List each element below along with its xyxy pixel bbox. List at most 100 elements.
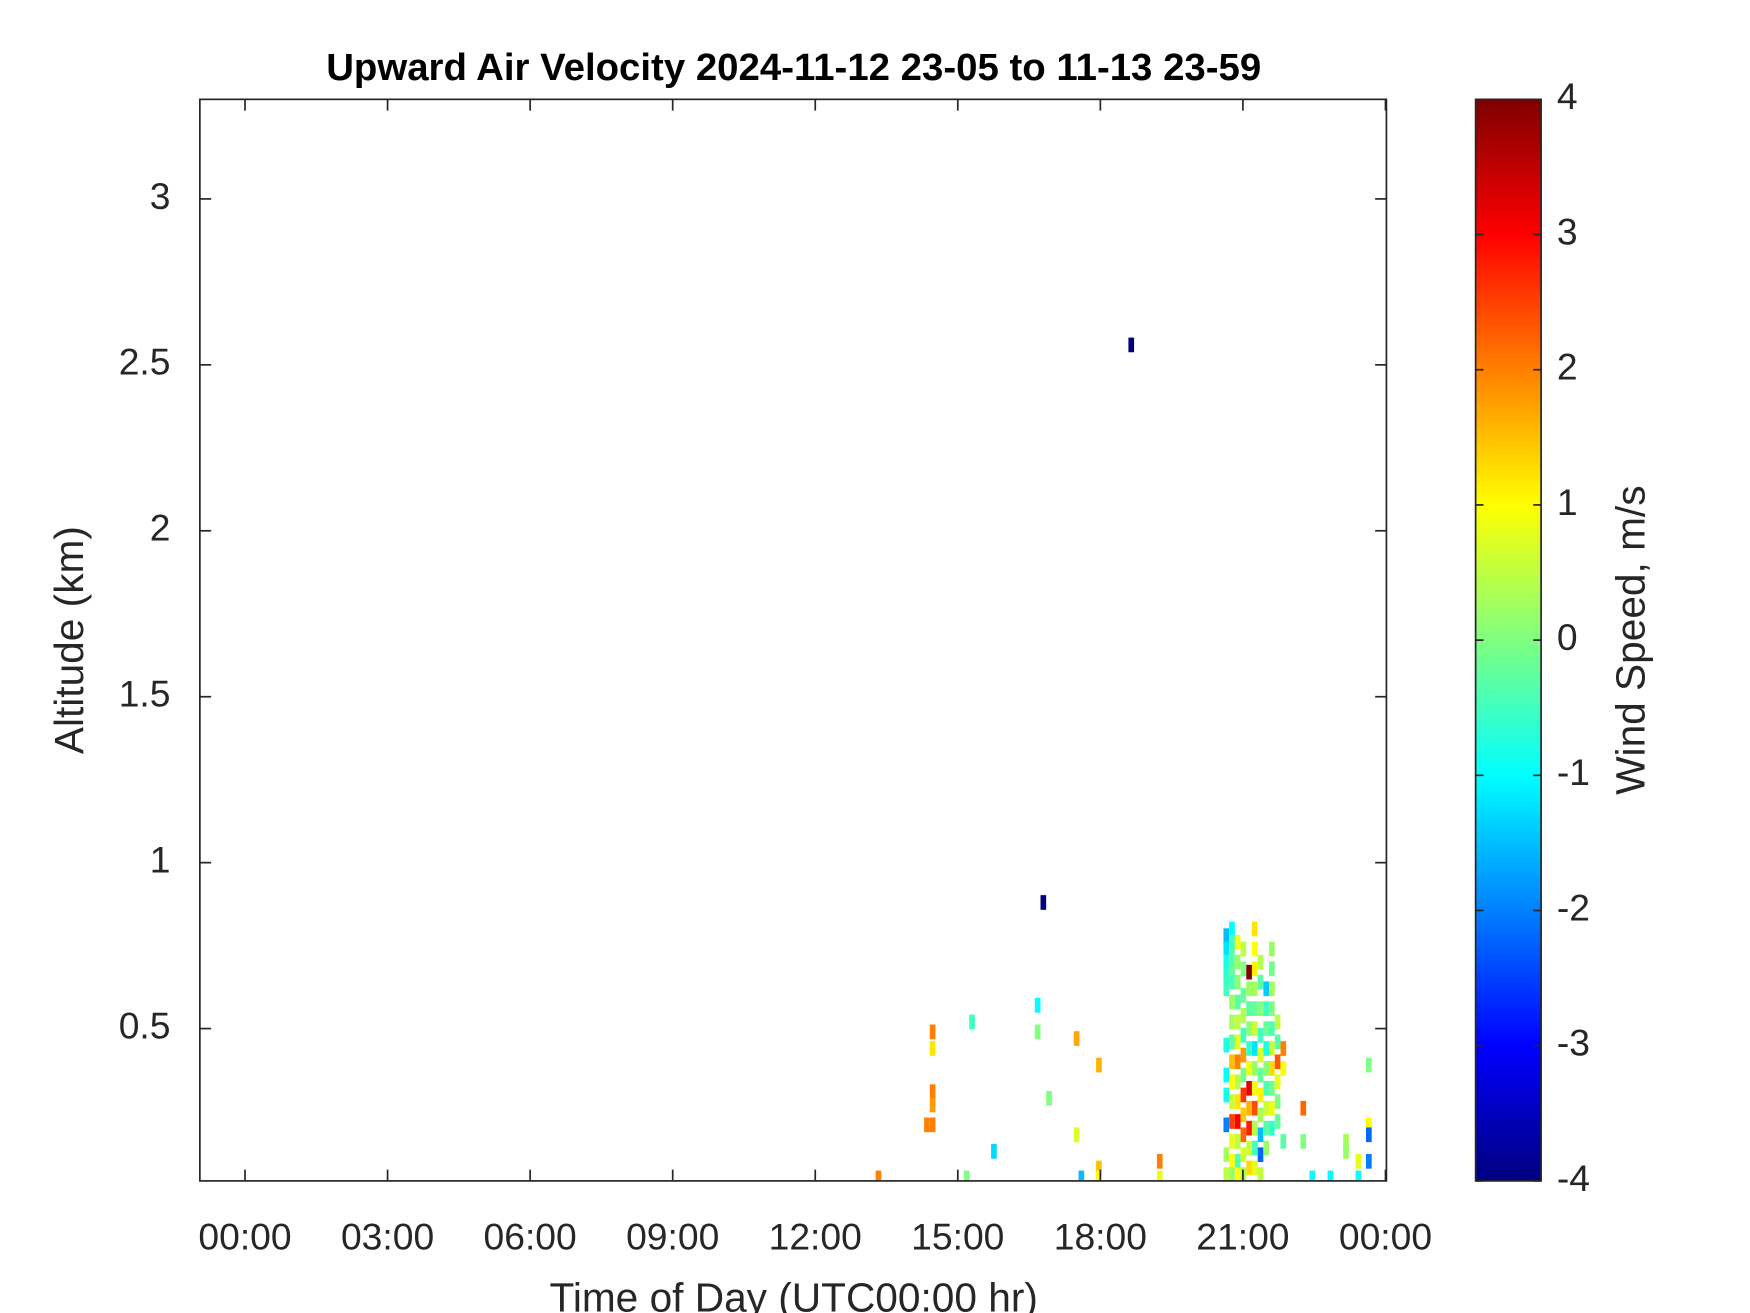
x-tick-label: 06:00 (484, 1215, 577, 1257)
cell (1234, 1014, 1241, 1030)
cell (1263, 1001, 1270, 1017)
cell (1269, 1061, 1275, 1076)
cell (1223, 1087, 1230, 1103)
cell (1234, 1054, 1241, 1070)
cell (1263, 1100, 1270, 1116)
cell (1251, 1080, 1258, 1096)
cell (1223, 1037, 1230, 1053)
x-tick-label: 12:00 (769, 1215, 862, 1257)
cell (1229, 961, 1235, 977)
cell (1046, 1090, 1052, 1106)
cell (1229, 1153, 1235, 1169)
cell (1040, 895, 1047, 910)
cell (1257, 1167, 1264, 1181)
cell (1229, 1167, 1235, 1181)
y-tick-label: 3 (150, 175, 171, 217)
x-tick-label: 15:00 (911, 1215, 1004, 1257)
cell (1251, 961, 1258, 977)
y-tick-label: 0.5 (119, 1004, 171, 1046)
cell (1229, 934, 1235, 950)
colorbar (1474, 98, 1542, 1182)
cell (1257, 1047, 1264, 1063)
cell (1269, 1021, 1275, 1036)
cell (1274, 1034, 1281, 1050)
heatmap-cells (875, 337, 1372, 1181)
cell (1257, 1087, 1264, 1103)
cell (1234, 994, 1241, 1010)
cell (1229, 1114, 1235, 1129)
cell (924, 1117, 930, 1133)
cell (1251, 1160, 1258, 1176)
colorbar-tick-label: -2 (1557, 886, 1590, 928)
cell (1229, 974, 1235, 990)
cell (1234, 1134, 1241, 1149)
cell (1263, 1021, 1270, 1036)
cell (1240, 1047, 1247, 1063)
cell (1251, 921, 1258, 937)
chart-title: Upward Air Velocity 2024-11-12 23-05 to … (326, 46, 1261, 89)
cell (1246, 964, 1252, 980)
cell (1257, 1027, 1264, 1043)
cell (1223, 1067, 1230, 1083)
cell (1274, 1074, 1281, 1090)
cell (1366, 1057, 1372, 1073)
x-tick-label: 09:00 (626, 1215, 719, 1257)
cell (1355, 1170, 1362, 1181)
cell (1229, 948, 1235, 963)
cell (1073, 1031, 1080, 1046)
cell (1240, 1067, 1247, 1083)
cell (1246, 1061, 1252, 1076)
cell (1257, 954, 1264, 970)
y-axis-label: Altitude (km) (46, 526, 92, 754)
cell (1096, 1160, 1102, 1176)
cell (1366, 1153, 1372, 1169)
cell (1263, 1041, 1270, 1056)
cell (1251, 1140, 1258, 1156)
cell (1229, 1074, 1235, 1090)
cell (1269, 1120, 1275, 1136)
cell (1223, 941, 1230, 957)
cell (1251, 1001, 1258, 1017)
cell (1034, 1024, 1041, 1040)
cell (1257, 1147, 1264, 1163)
cell (1073, 1127, 1080, 1143)
cell (929, 1117, 936, 1133)
cell (1096, 1057, 1102, 1073)
cell (964, 1170, 970, 1181)
plot-frame (199, 98, 1388, 1182)
cell (1240, 961, 1247, 977)
cell (1251, 981, 1258, 997)
cell (1240, 988, 1247, 1003)
cell (1263, 1140, 1270, 1156)
cell (1128, 337, 1135, 353)
cell (1156, 1153, 1163, 1169)
cell (1223, 1167, 1230, 1181)
cell (929, 1041, 936, 1056)
cell (1234, 1094, 1241, 1109)
cell (1229, 1094, 1235, 1109)
cell (1263, 1080, 1270, 1096)
cell (1251, 1120, 1258, 1136)
cell (1240, 1087, 1247, 1103)
cell (1229, 921, 1235, 937)
cell (1251, 1100, 1258, 1116)
cell (1366, 1117, 1372, 1133)
cell (1246, 1021, 1252, 1036)
cell (1263, 981, 1270, 997)
cell (1257, 1127, 1264, 1143)
x-tick-label: 21:00 (1196, 1215, 1289, 1257)
cell (1240, 1027, 1247, 1043)
cell (1274, 1054, 1281, 1070)
cell (1240, 1127, 1247, 1143)
cell (1234, 974, 1241, 990)
cell (1246, 1080, 1252, 1096)
cell (1246, 981, 1252, 997)
cell (1034, 998, 1041, 1013)
cell (1269, 1041, 1275, 1056)
cell (1229, 1014, 1235, 1030)
colorbar-tick-label: 2 (1557, 346, 1578, 388)
cell (1327, 1170, 1334, 1181)
cell (1223, 968, 1230, 983)
cell (1257, 1107, 1264, 1123)
cell (1229, 994, 1235, 1010)
